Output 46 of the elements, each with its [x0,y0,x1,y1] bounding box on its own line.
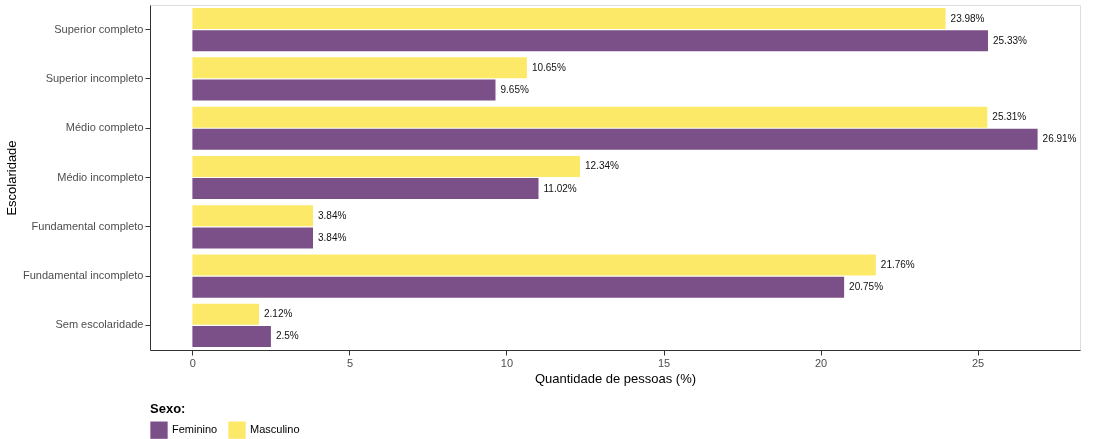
y-tick-label: Fundamental incompleto [23,269,144,282]
bar [192,155,580,177]
x-tick-label: 15 [657,356,671,369]
data-label: 9.65% [500,84,529,96]
data-label: 2.12% [263,308,293,320]
data-label: 10.65% [531,61,566,73]
data-label: 3.84% [318,209,347,221]
data-label: 26.91% [1042,133,1077,145]
bar [192,106,988,128]
y-axis-title: Escolaridade [4,140,20,216]
bar [192,303,259,325]
x-tick-label: 25 [971,356,985,369]
x-tick-label: 5 [346,356,354,369]
y-tick-label: Sem escolaridade [55,318,144,331]
data-label: 12.34% [584,160,619,172]
x-axis-title: Quantidade de pessoas (%) [534,370,697,386]
x-tick-label: 10 [500,356,514,369]
data-label: 25.31% [992,111,1027,123]
bar [192,227,314,249]
data-label: 20.75% [849,281,884,293]
x-tick-label: 0 [189,356,196,369]
x-tick-label: 20 [814,356,828,369]
data-label: 23.98% [950,12,985,24]
bar [192,8,946,30]
bar [192,254,876,276]
y-tick-label: Superior incompleto [45,71,144,84]
bar [192,178,539,200]
y-tick-label: Médio completo [65,121,144,134]
legend-label: Feminino [172,423,218,436]
bar [192,57,527,79]
y-tick-label: Médio incompleto [57,170,144,183]
data-label: 11.02% [543,182,577,194]
legend-label: Masculino [250,423,300,436]
y-tick-label: Superior completo [54,22,144,35]
bar [192,30,988,52]
bar [192,205,314,227]
bar [192,276,845,298]
bar [192,79,496,101]
data-label: 2.5% [275,330,299,342]
legend-title: Sexo: [150,401,186,416]
bar [192,128,1038,150]
data-label: 3.84% [318,231,347,243]
bar [192,325,271,347]
y-tick-label: Fundamental completo [31,219,144,232]
data-label: 25.33% [992,34,1027,46]
data-label: 21.76% [880,258,915,270]
